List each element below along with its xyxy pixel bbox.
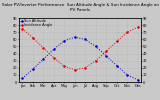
Text: Solar PV/Inverter Performance  Sun Altitude Angle & Sun Incidence Angle on PV Pa: Solar PV/Inverter Performance Sun Altitu… bbox=[1, 3, 159, 12]
Legend: Sun Altitude, Incidence Angle: Sun Altitude, Incidence Angle bbox=[20, 19, 52, 28]
